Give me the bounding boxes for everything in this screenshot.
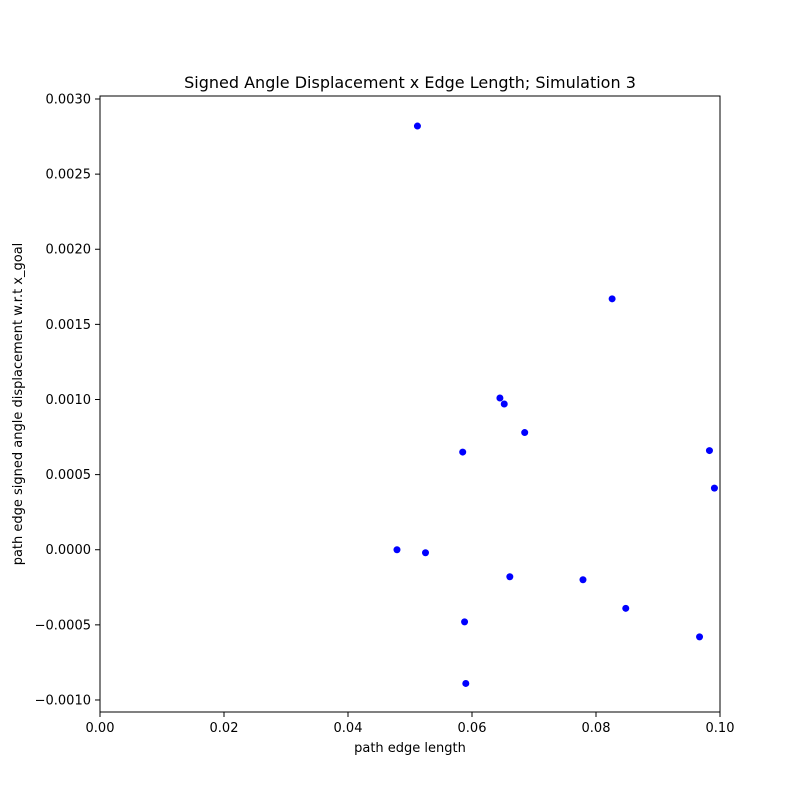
y-tick-label: −0.0010 bbox=[35, 693, 91, 708]
data-point-1 bbox=[413, 122, 421, 130]
data-point-9 bbox=[393, 546, 401, 554]
data-point-7 bbox=[705, 447, 713, 455]
y-tick-label: 0.0030 bbox=[46, 93, 92, 108]
data-point-13 bbox=[622, 604, 630, 612]
data-point-14 bbox=[461, 618, 469, 626]
x-tick-label: 0.08 bbox=[582, 721, 611, 736]
points-layer bbox=[393, 122, 718, 687]
x-tick-label: 0.04 bbox=[334, 721, 363, 736]
data-point-3 bbox=[496, 394, 504, 402]
data-point-16 bbox=[462, 679, 470, 687]
y-tick-label: 0.0020 bbox=[46, 243, 92, 258]
x-axis-ticks: 0.00 0.02 0.04 0.06 0.08 0.10 bbox=[86, 712, 735, 736]
y-tick-label: 0.0025 bbox=[46, 168, 92, 183]
x-tick-label: 0.02 bbox=[210, 721, 239, 736]
y-tick-label: 0.0005 bbox=[46, 468, 92, 483]
data-point-8 bbox=[710, 484, 718, 492]
data-point-11 bbox=[506, 573, 514, 581]
y-tick-label: 0.0010 bbox=[46, 393, 92, 408]
data-point-12 bbox=[579, 576, 587, 584]
x-axis-label: path edge length bbox=[354, 741, 466, 756]
data-point-6 bbox=[459, 448, 467, 456]
data-point-4 bbox=[500, 400, 508, 408]
y-tick-label: 0.0015 bbox=[46, 318, 92, 333]
x-tick-label: 0.10 bbox=[706, 721, 735, 736]
chart-title: Signed Angle Displacement x Edge Length;… bbox=[184, 73, 636, 92]
y-axis-label: path edge signed angle displacement w.r.… bbox=[11, 243, 26, 566]
data-point-15 bbox=[696, 633, 704, 641]
y-tick-label: −0.0005 bbox=[35, 618, 91, 633]
data-point-5 bbox=[521, 429, 529, 437]
plot-area-frame bbox=[99, 95, 721, 713]
x-tick-label: 0.06 bbox=[458, 721, 487, 736]
y-tick-label: 0.0000 bbox=[46, 543, 92, 558]
data-point-2 bbox=[608, 295, 616, 303]
y-axis-ticks: −0.0010 −0.0005 0.0000 0.0005 0.0010 0.0015 0.… bbox=[35, 93, 100, 708]
data-point-10 bbox=[422, 549, 429, 557]
x-tick-label: 0.00 bbox=[86, 721, 115, 736]
